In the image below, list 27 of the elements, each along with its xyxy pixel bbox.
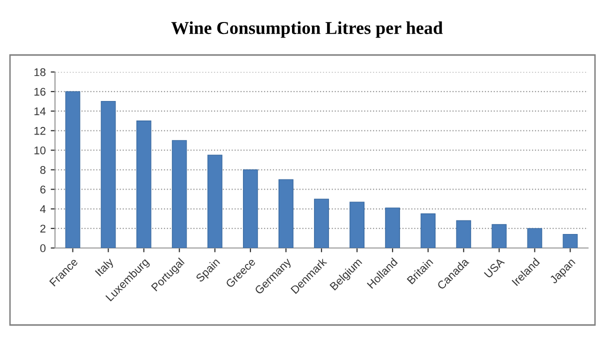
y-tick-label: 6: [40, 186, 46, 194]
bar: [492, 224, 507, 248]
y-tick-label: 10: [34, 146, 46, 154]
y-tick-label: 0: [40, 244, 46, 252]
y-tick-label: 14: [34, 107, 46, 116]
y-tick-label: 12: [34, 126, 46, 135]
y-tick-label: 18: [34, 68, 46, 76]
bar: [314, 198, 329, 248]
y-tick-label: 2: [40, 224, 46, 232]
bar: [385, 208, 400, 248]
y-tick-label: 16: [34, 88, 46, 96]
bar: [562, 234, 578, 248]
bar: [527, 228, 542, 248]
bar: [172, 140, 187, 248]
bar: [278, 179, 294, 248]
bar: [100, 100, 116, 248]
y-tick-label: 4: [40, 205, 46, 213]
chart-title: Wine Consumption Litres per head: [171, 21, 443, 38]
bar: [420, 213, 436, 248]
bar: [136, 120, 152, 248]
y-tick-label: 8: [40, 166, 46, 174]
bar: [207, 154, 222, 248]
bar: [242, 169, 258, 248]
bar: [350, 202, 364, 248]
x-tick-label: USA: [484, 257, 505, 278]
bar: [456, 220, 472, 248]
bar: [65, 91, 80, 248]
